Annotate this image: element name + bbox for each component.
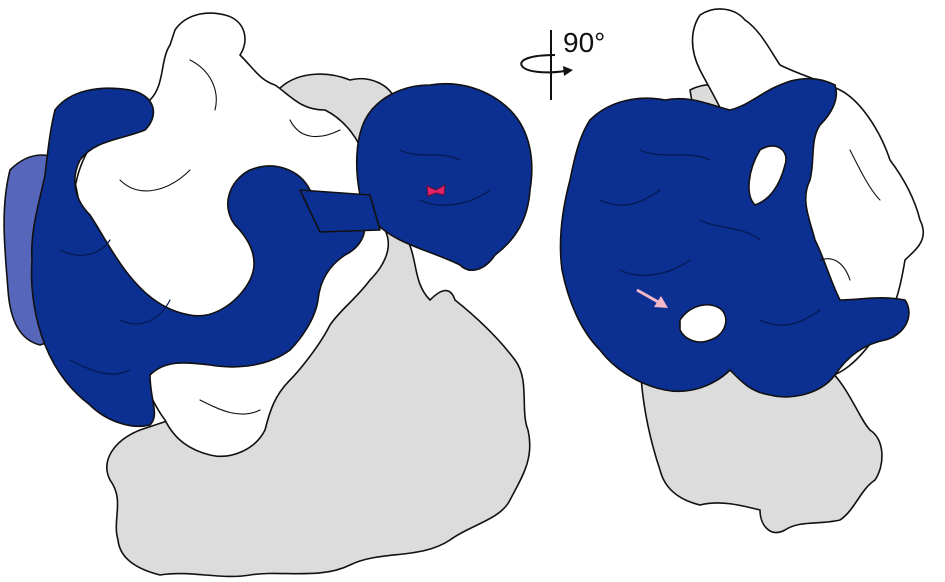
right-molecule [560,9,923,532]
rotation-label: 90° [563,27,605,58]
rotation-arc [521,55,565,72]
rotation-icon: 90° [521,27,605,100]
rotation-arrowhead [563,66,573,76]
figure: 90° [0,0,945,582]
left-molecule [4,13,532,576]
